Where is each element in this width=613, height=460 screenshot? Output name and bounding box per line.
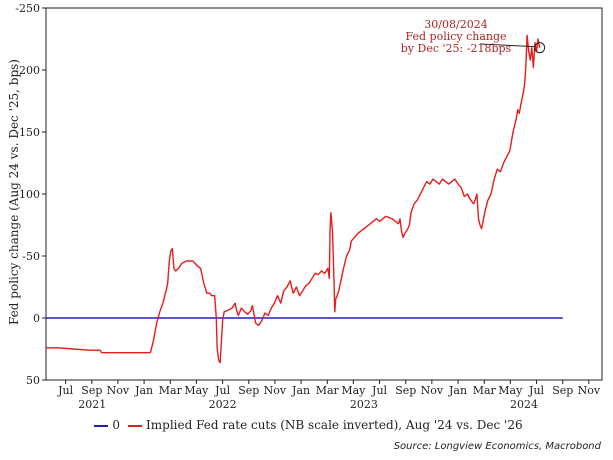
x-tick-label: May [184,384,209,397]
x-tick-label: Sep [395,384,416,397]
series-line-fed-cuts [46,34,541,364]
year-label: 2024 [510,398,538,411]
annotation-text: Fed policy change [405,30,506,43]
x-tick-label: May [498,384,523,397]
plot-frame [45,7,603,381]
x-tick-label: Sep [552,384,573,397]
legend-label-zero: 0 [112,418,121,432]
annotation-marker [534,42,546,54]
y-tick-label: -250 [15,2,40,15]
x-tick-label: Nov [421,384,444,397]
year-label: 2022 [209,398,237,411]
legend-swatch-zero [94,424,109,427]
x-tick-label: Mar [473,384,497,397]
y-tick-label: -100 [15,188,40,201]
legend: 0 Implied Fed rate cuts (NB scale inverte… [0,418,613,432]
source-note: Source: Longview Economics, Macrobond [393,441,601,452]
x-tick-label: Jul [57,384,73,397]
x-tick-label: Nov [578,384,601,397]
legend-swatch-fed-cuts [128,424,143,427]
annotation-leader [479,43,535,48]
y-tick-label: -200 [15,64,40,77]
x-tick-label: Nov [264,384,287,397]
y-tick-label: -150 [15,126,40,139]
y-tick-label: -50 [22,250,40,263]
x-tick-label: Mar [159,384,183,397]
x-tick-label: Sep [81,384,102,397]
annotation-text: 30/08/2024 [424,18,487,31]
year-label: 2021 [78,398,106,411]
y-tick-label: 50 [26,374,40,387]
x-tick-label: May [341,384,366,397]
x-tick-label: Jan [448,384,467,397]
annotation-text: by Dec '25: -218bps [401,42,512,55]
y-tick-label: 0 [33,312,40,325]
x-tick-label: Jan [134,384,153,397]
legend-label-fed-cuts: Implied Fed rate cuts (NB scale inverted… [146,418,523,432]
x-tick-label: Mar [316,384,340,397]
y-axis-label: Fed policy change (Aug 24 vs. Dec '25, b… [7,59,21,325]
x-tick-label: Jan [291,384,310,397]
year-label: 2023 [350,398,378,411]
x-tick-label: Nov [107,384,130,397]
x-tick-label: Jul [214,384,230,397]
x-tick-label: Jul [371,384,387,397]
x-tick-label: Sep [238,384,259,397]
x-tick-label: Jul [528,384,544,397]
